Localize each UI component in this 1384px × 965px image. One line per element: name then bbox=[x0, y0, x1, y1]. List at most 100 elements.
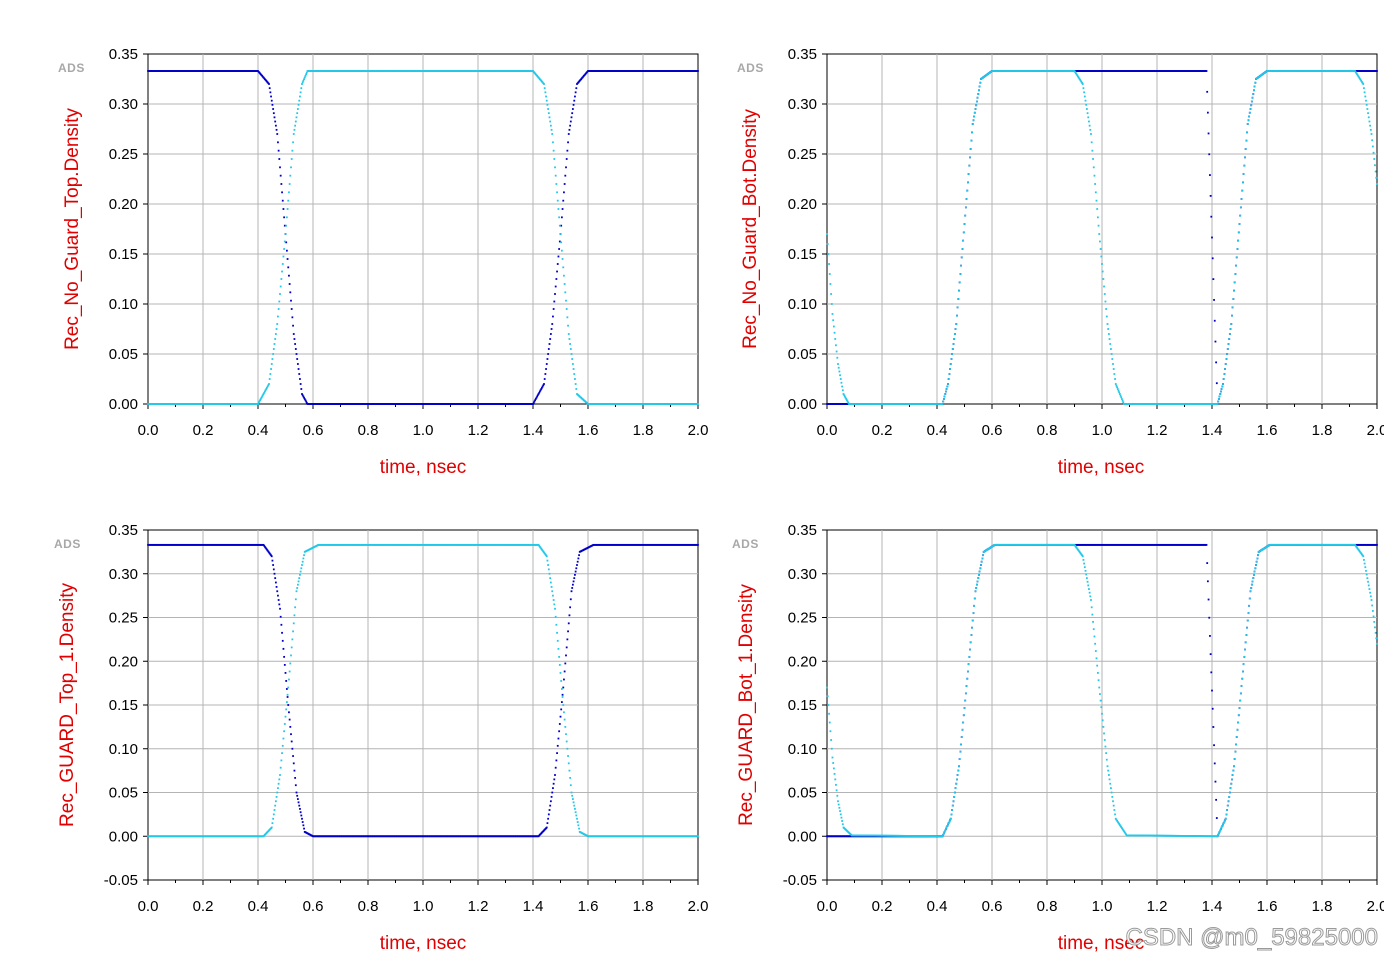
data-point bbox=[287, 687, 289, 689]
data-point bbox=[560, 241, 562, 243]
data-point bbox=[1228, 343, 1230, 345]
data-point bbox=[1233, 290, 1235, 292]
data-point bbox=[280, 175, 282, 177]
y-axis-title: Rec_No_Guard_Top.Density bbox=[62, 108, 83, 350]
data-point bbox=[278, 158, 280, 160]
data-point bbox=[1089, 129, 1091, 131]
data-point bbox=[1210, 195, 1212, 197]
data-point bbox=[296, 112, 298, 114]
data-point bbox=[944, 396, 946, 398]
data-point bbox=[973, 119, 975, 121]
data-point bbox=[1213, 299, 1215, 301]
data-point bbox=[558, 208, 560, 210]
data-point bbox=[1083, 87, 1085, 89]
data-point bbox=[296, 795, 298, 797]
data-point bbox=[568, 133, 570, 135]
data-point bbox=[548, 112, 550, 114]
data-point bbox=[565, 655, 567, 657]
data-point bbox=[1248, 116, 1250, 118]
data-point bbox=[567, 141, 569, 143]
data-point bbox=[553, 783, 555, 785]
data-point bbox=[566, 308, 568, 310]
x-tick-label: 0.6 bbox=[303, 898, 324, 915]
data-point bbox=[271, 100, 273, 102]
data-point bbox=[1212, 257, 1214, 259]
data-point bbox=[298, 373, 300, 375]
data-point bbox=[1117, 388, 1119, 390]
data-point bbox=[547, 560, 549, 562]
data-point bbox=[306, 72, 308, 74]
data-point bbox=[559, 723, 561, 725]
data-point bbox=[1206, 91, 1208, 93]
data-point bbox=[566, 647, 568, 649]
data-point bbox=[272, 818, 274, 820]
data-point bbox=[283, 738, 285, 740]
x-tick-label: 1.0 bbox=[1092, 422, 1113, 439]
data-point bbox=[553, 158, 555, 160]
data-point bbox=[1375, 177, 1377, 179]
data-point bbox=[956, 315, 958, 317]
data-point bbox=[1107, 323, 1109, 325]
data-point bbox=[273, 813, 275, 815]
data-point bbox=[301, 83, 303, 85]
data-point bbox=[291, 741, 293, 743]
data-point bbox=[268, 383, 270, 385]
data-point bbox=[568, 762, 570, 764]
data-point bbox=[841, 386, 843, 388]
data-point bbox=[1100, 248, 1102, 250]
data-point bbox=[832, 319, 834, 321]
data-point bbox=[547, 822, 549, 824]
data-point bbox=[841, 382, 843, 384]
data-point bbox=[290, 655, 292, 657]
data-point bbox=[575, 811, 577, 813]
data-point bbox=[287, 266, 289, 268]
data-point bbox=[1101, 263, 1103, 265]
data-point bbox=[968, 165, 970, 167]
data-point bbox=[968, 173, 970, 175]
x-tick-label: 0.4 bbox=[927, 422, 948, 439]
data-point bbox=[563, 711, 565, 713]
data-point bbox=[546, 827, 548, 829]
data-point bbox=[1234, 281, 1236, 283]
data-point bbox=[289, 726, 291, 728]
data-point bbox=[299, 808, 301, 810]
data-point bbox=[953, 343, 955, 345]
data-point bbox=[948, 378, 950, 380]
data-point bbox=[276, 133, 278, 135]
data-point bbox=[549, 116, 551, 118]
data-point bbox=[697, 70, 699, 72]
data-point bbox=[1237, 248, 1239, 250]
data-point bbox=[551, 129, 553, 131]
data-point bbox=[1241, 190, 1243, 192]
data-point bbox=[1243, 173, 1245, 175]
data-point bbox=[966, 190, 968, 192]
data-point bbox=[571, 590, 573, 592]
data-point bbox=[562, 694, 564, 696]
y-tick-label: 0.20 bbox=[109, 196, 138, 213]
data-point bbox=[1093, 166, 1095, 168]
data-point bbox=[572, 108, 574, 110]
data-point bbox=[577, 821, 579, 823]
data-point bbox=[1083, 91, 1085, 93]
data-point bbox=[285, 680, 287, 682]
data-point bbox=[1089, 125, 1091, 127]
data-point bbox=[549, 805, 551, 807]
data-point bbox=[293, 622, 295, 624]
x-tick-label: 0.0 bbox=[138, 422, 159, 439]
data-point bbox=[1221, 388, 1223, 390]
data-point bbox=[1109, 343, 1111, 345]
data-point bbox=[578, 828, 580, 830]
data-point bbox=[272, 564, 274, 566]
data-point bbox=[953, 338, 955, 340]
data-point bbox=[566, 638, 568, 640]
data-point bbox=[280, 760, 282, 762]
data-point bbox=[970, 140, 972, 142]
data-point bbox=[291, 158, 293, 160]
data-point bbox=[1122, 400, 1124, 402]
data-point bbox=[567, 755, 569, 757]
data-point bbox=[282, 640, 284, 642]
data-point bbox=[547, 104, 549, 106]
data-point bbox=[556, 271, 558, 273]
data-point bbox=[276, 796, 278, 798]
data-point bbox=[831, 303, 833, 305]
